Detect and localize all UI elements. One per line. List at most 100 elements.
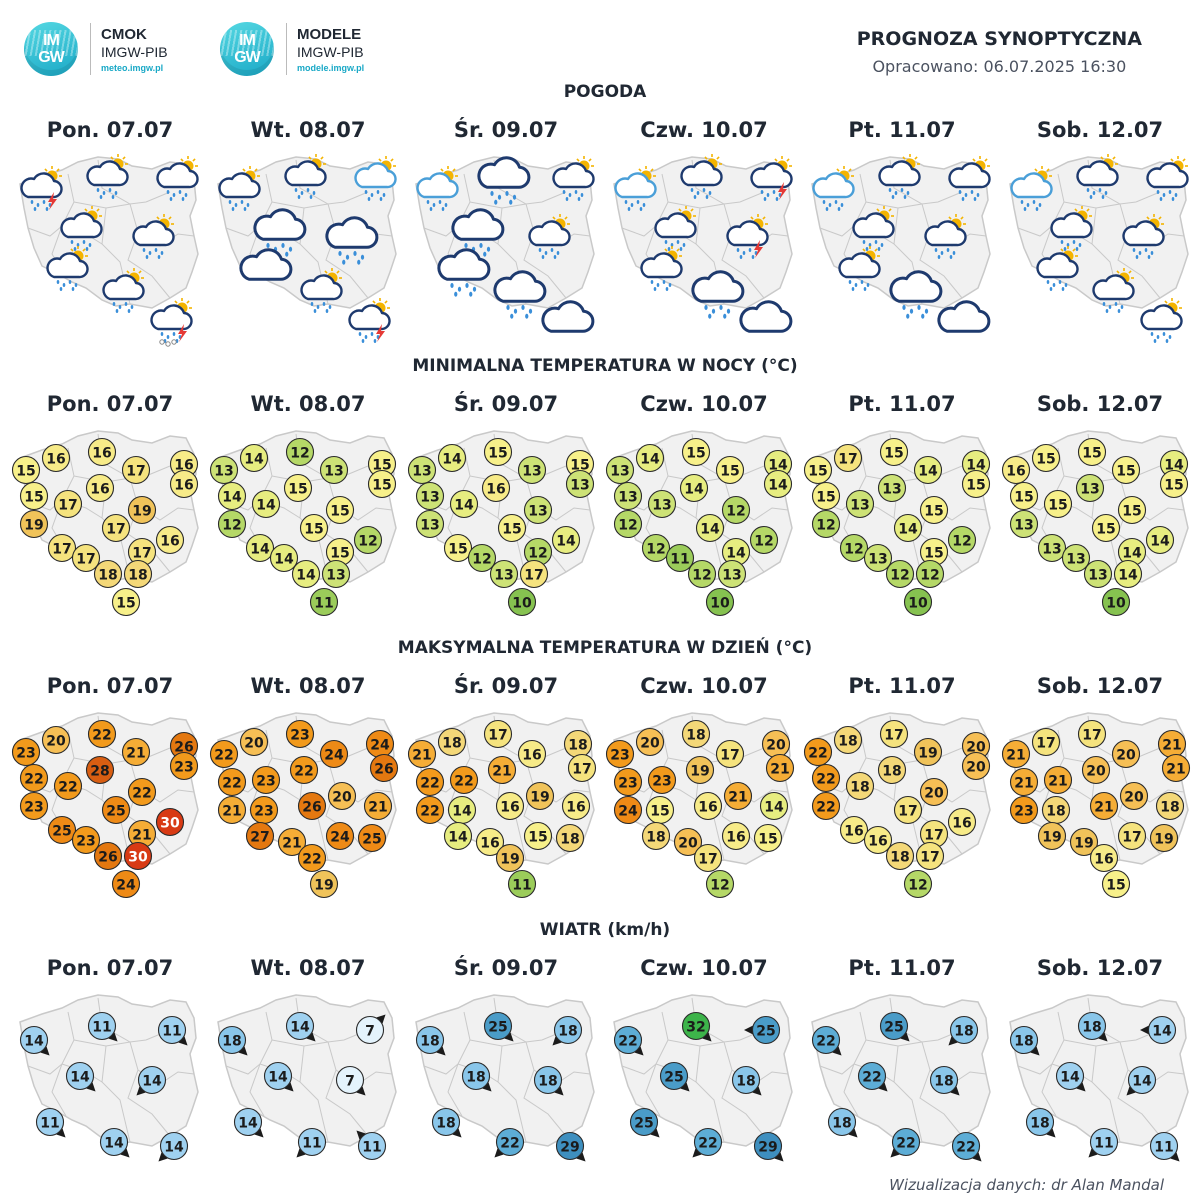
temperature-marker: 20 bbox=[1119, 781, 1149, 811]
temperature-value: 15 bbox=[1164, 478, 1183, 494]
temperature-marker: 13 bbox=[415, 481, 445, 511]
temperature-marker: 14 bbox=[913, 455, 943, 485]
temperature-value: 18 bbox=[646, 830, 665, 846]
temperature-marker: 20 bbox=[635, 727, 665, 757]
temperature-value: 15 bbox=[686, 446, 705, 462]
temperature-value: 18 bbox=[1046, 804, 1065, 820]
temperature-value: 15 bbox=[502, 522, 521, 538]
wind-marker: 14 bbox=[99, 1127, 130, 1158]
temperature-value: 19 bbox=[314, 878, 333, 894]
temperature-value: 12 bbox=[920, 568, 939, 584]
day-label: Pon. 07.07 bbox=[46, 956, 174, 980]
wind-value: 22 bbox=[816, 1034, 835, 1050]
wind-value: 22 bbox=[896, 1136, 915, 1152]
partly-rain-icon bbox=[654, 206, 697, 251]
wind-circle bbox=[891, 1127, 921, 1157]
temperature-marker: 21 bbox=[765, 753, 795, 783]
temperature-value: 15 bbox=[330, 504, 349, 520]
temperature-value: 26 bbox=[98, 850, 117, 866]
temperature-value: 14 bbox=[452, 804, 472, 820]
temperature-circle bbox=[1037, 533, 1067, 563]
temperature-value: 11 bbox=[314, 596, 333, 612]
temperature-circle bbox=[11, 455, 41, 485]
wind-value: 22 bbox=[618, 1034, 637, 1050]
temperature-value: 15 bbox=[304, 522, 323, 538]
temperature-value: 14 bbox=[1122, 546, 1142, 562]
partly-rain-icon bbox=[46, 246, 89, 291]
temperature-value: 17 bbox=[524, 568, 543, 584]
temperature-marker: 20 bbox=[961, 751, 991, 781]
temperature-circle bbox=[1145, 525, 1175, 555]
temperature-value: 17 bbox=[884, 728, 903, 744]
logo-url[interactable]: meteo.imgw.pl bbox=[101, 62, 164, 73]
temperature-marker: 14 bbox=[759, 791, 789, 821]
day-label: Pt. 11.07 bbox=[848, 118, 956, 142]
temperature-marker: 15 bbox=[681, 437, 711, 467]
temperature-marker: 13 bbox=[523, 495, 553, 525]
temperature-marker: 13 bbox=[877, 473, 907, 503]
temperature-marker: 12 bbox=[353, 525, 383, 555]
temperature-marker: 14 bbox=[893, 513, 923, 543]
wind-value: 11 bbox=[162, 1024, 181, 1040]
temperature-circle bbox=[811, 791, 841, 821]
temperature-value: 12 bbox=[844, 542, 863, 558]
temperature-marker: 16 bbox=[1001, 455, 1031, 485]
temperature-marker: 19 bbox=[525, 781, 555, 811]
partly-rain-thunder-icon bbox=[348, 298, 391, 343]
temperature-marker: 21 bbox=[363, 791, 393, 821]
temperature-marker: 13 bbox=[845, 489, 875, 519]
temperature-circle bbox=[239, 443, 269, 473]
temperature-circle bbox=[705, 587, 735, 617]
temperature-marker: 20 bbox=[239, 727, 269, 757]
temperature-circle bbox=[1113, 559, 1143, 589]
temperature-circle bbox=[297, 843, 327, 873]
wind-circle bbox=[681, 1011, 711, 1041]
temperature-marker: 13 bbox=[319, 455, 349, 485]
temperature-circle bbox=[47, 533, 77, 563]
temperature-value: 19 bbox=[1042, 830, 1061, 846]
temperature-marker: 10 bbox=[903, 587, 933, 617]
partly-rain-thunder-icon bbox=[726, 214, 769, 259]
wind-marker: 22 bbox=[811, 1025, 842, 1056]
wind-circle bbox=[533, 1065, 563, 1095]
temperature-marker: 14 bbox=[1113, 559, 1143, 589]
temperature-circle bbox=[1159, 469, 1189, 499]
temperature-value: 17 bbox=[572, 762, 591, 778]
temperature-value: 16 bbox=[868, 834, 887, 850]
temperature-circle bbox=[1089, 843, 1119, 873]
temperature-value: 15 bbox=[650, 804, 669, 820]
temperature-circle bbox=[487, 755, 517, 785]
wind-circle bbox=[929, 1065, 959, 1095]
temperature-value: 17 bbox=[898, 804, 917, 820]
wind-value: 29 bbox=[758, 1140, 777, 1156]
temperature-marker: 23 bbox=[11, 737, 41, 767]
logo-url[interactable]: modele.imgw.pl bbox=[297, 62, 365, 73]
temperature-marker: 22 bbox=[415, 767, 445, 797]
temperature-circle bbox=[811, 509, 841, 539]
partly-rain-icon bbox=[552, 156, 595, 201]
temperature-value: 15 bbox=[924, 504, 943, 520]
temperature-marker: 26 bbox=[297, 791, 327, 821]
temperature-circle bbox=[915, 841, 945, 871]
wind-value: 18 bbox=[934, 1074, 953, 1090]
temperature-value: 23 bbox=[290, 728, 309, 744]
temperature-marker: 14 bbox=[447, 795, 477, 825]
temperature-circle bbox=[879, 719, 909, 749]
cmok-logo: IM GW CMOK IMGW-PIB meteo.imgw.pl bbox=[24, 22, 168, 76]
wind-circle bbox=[35, 1107, 65, 1137]
temperature-value: 14 bbox=[898, 522, 918, 538]
temperature-circle bbox=[903, 869, 933, 899]
temperature-value: 24 bbox=[324, 748, 344, 764]
temperature-circle bbox=[239, 727, 269, 757]
wind-circle bbox=[335, 1065, 365, 1095]
temperature-marker: 13 bbox=[565, 469, 595, 499]
temperature-circle bbox=[245, 533, 275, 563]
temperature-marker: 13 bbox=[517, 455, 547, 485]
temperature-value: 23 bbox=[254, 804, 273, 820]
temperature-marker: 15 bbox=[1009, 481, 1039, 511]
temperature-value: 13 bbox=[324, 464, 343, 480]
temperature-value: 18 bbox=[98, 568, 117, 584]
temperature-circle bbox=[753, 823, 783, 853]
